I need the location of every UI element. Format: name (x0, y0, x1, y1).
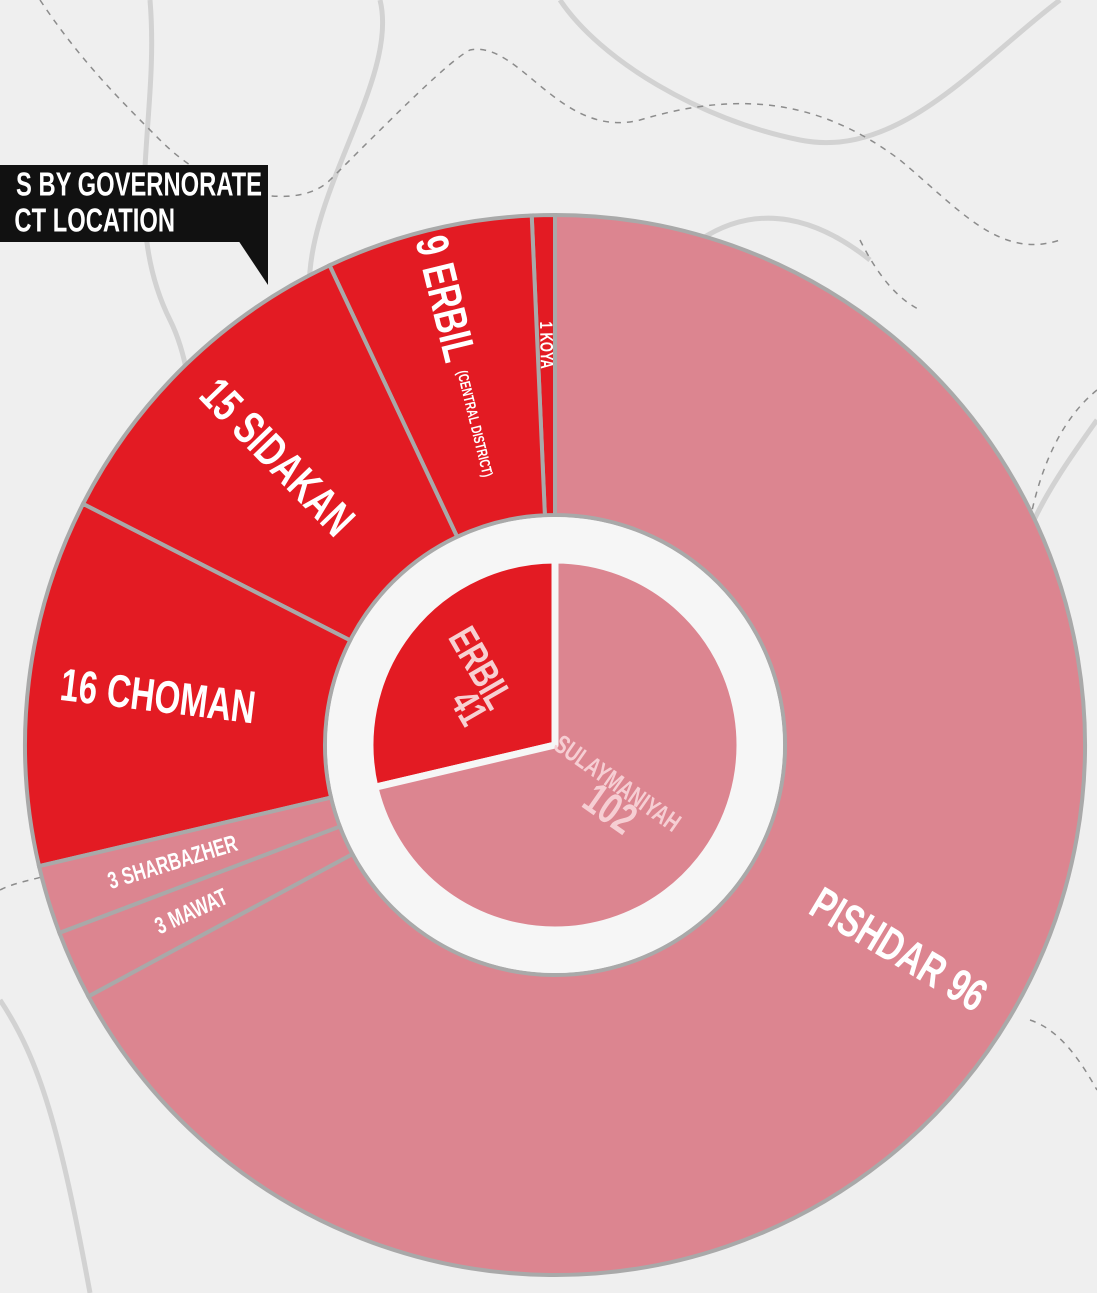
map-road (698, 215, 872, 262)
segment-value: 1 (536, 321, 556, 329)
title-line: CT LOCATION (14, 203, 175, 240)
segment-value: 16 (58, 660, 101, 715)
map-road (0, 998, 93, 1293)
outer-segment (23, 501, 353, 869)
map-border (859, 239, 921, 311)
segment-name: KOYA (536, 332, 556, 369)
outer-segment (80, 262, 460, 644)
map-border (39, 0, 1061, 246)
outer-segment (85, 212, 1087, 1277)
inner-segment (371, 556, 744, 934)
segment-label: 1 KOYA (536, 321, 557, 369)
map-road (306, 0, 386, 301)
title-background (0, 165, 268, 242)
title-box: S BY GOVERNORATE CT LOCATION (0, 165, 268, 285)
inner-segment (366, 556, 559, 791)
map-border (1029, 1019, 1097, 1091)
title-pointer (238, 240, 268, 285)
title-line: S BY GOVERNORATE (16, 167, 262, 204)
map-road (557, 0, 1062, 146)
map-border (1029, 389, 1097, 521)
